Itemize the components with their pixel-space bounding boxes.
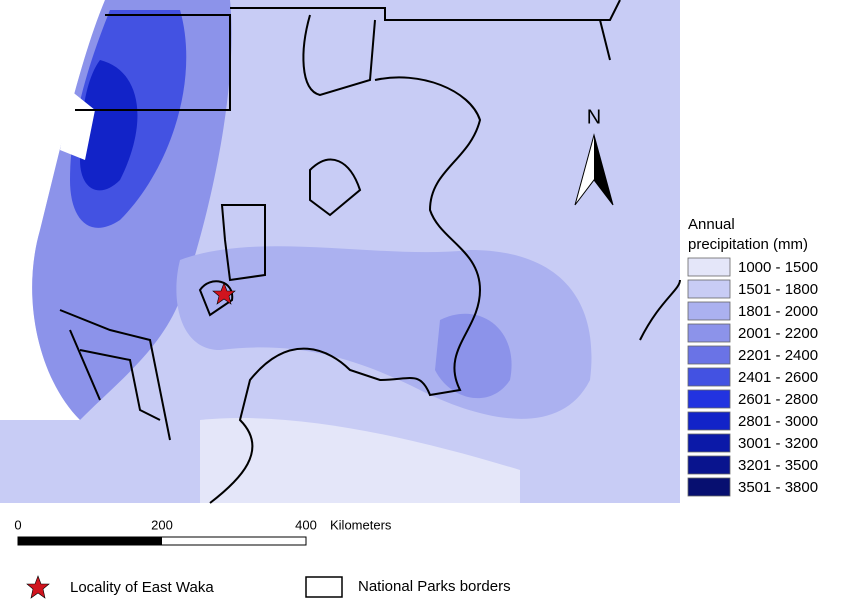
legend-label: 2801 - 3000 bbox=[738, 413, 818, 430]
legend-label: 1801 - 2000 bbox=[738, 303, 818, 320]
legend-swatch bbox=[687, 455, 731, 475]
scale-tick-label: 0 bbox=[14, 517, 21, 532]
legend-swatch bbox=[687, 279, 731, 299]
legend-title: Annual bbox=[688, 216, 735, 233]
legend-label: 2001 - 2200 bbox=[738, 325, 818, 342]
scale-tick-label: 400 bbox=[295, 517, 317, 532]
legend-swatch bbox=[687, 323, 731, 343]
legend-label: 3501 - 3800 bbox=[738, 479, 818, 496]
north-label: N bbox=[587, 106, 601, 128]
legend-label: 3201 - 3500 bbox=[738, 457, 818, 474]
wettest-core bbox=[80, 60, 138, 191]
legend-label: 1501 - 1800 bbox=[738, 281, 818, 298]
park-border bbox=[75, 14, 231, 111]
legend-swatch bbox=[687, 257, 731, 277]
legend-swatch bbox=[687, 345, 731, 365]
locality-marker bbox=[212, 282, 236, 305]
scale-tick-label: 200 bbox=[151, 517, 173, 532]
legend-swatch bbox=[687, 477, 731, 497]
north-arrow-shade bbox=[594, 135, 613, 205]
east-region bbox=[590, 0, 680, 503]
inland-wet-core bbox=[435, 313, 512, 399]
legend-label: 2401 - 2600 bbox=[738, 369, 818, 386]
key-parks-label: National Parks borders bbox=[358, 578, 511, 595]
park-border bbox=[209, 76, 482, 504]
dry-zone bbox=[200, 418, 520, 503]
legend-label: 3001 - 3200 bbox=[738, 435, 818, 452]
country-border bbox=[639, 279, 681, 341]
legend-label: 2601 - 2800 bbox=[738, 391, 818, 408]
scale-bar-segment bbox=[18, 537, 162, 545]
estuary bbox=[60, 90, 95, 160]
key-parks-symbol bbox=[305, 576, 343, 598]
legend-swatch bbox=[687, 389, 731, 409]
scale-unit: Kilometers bbox=[330, 517, 392, 532]
key-locality-label: Locality of East Waka bbox=[70, 579, 214, 596]
park-border bbox=[309, 158, 362, 217]
sea bbox=[0, 0, 105, 420]
legend: 1000 - 1500 1501 - 1800 1801 - 2000 2001 - … bbox=[687, 257, 818, 497]
key-locality-symbol bbox=[26, 575, 50, 599]
legend-label: 2201 - 2400 bbox=[738, 347, 818, 364]
legend-swatch bbox=[687, 411, 731, 431]
legend-swatch bbox=[687, 367, 731, 387]
scale-bar: 0 200 400 Kilometers bbox=[14, 517, 392, 546]
park-border bbox=[302, 14, 376, 97]
park-border bbox=[198, 204, 266, 317]
legend-swatch bbox=[687, 433, 731, 453]
legend-title: precipitation (mm) bbox=[688, 236, 808, 253]
map-area: N bbox=[0, 0, 681, 504]
park-border bbox=[230, 0, 621, 61]
legend-swatch bbox=[687, 301, 731, 321]
legend-label: 1000 - 1500 bbox=[738, 259, 818, 276]
park-border bbox=[59, 309, 171, 441]
